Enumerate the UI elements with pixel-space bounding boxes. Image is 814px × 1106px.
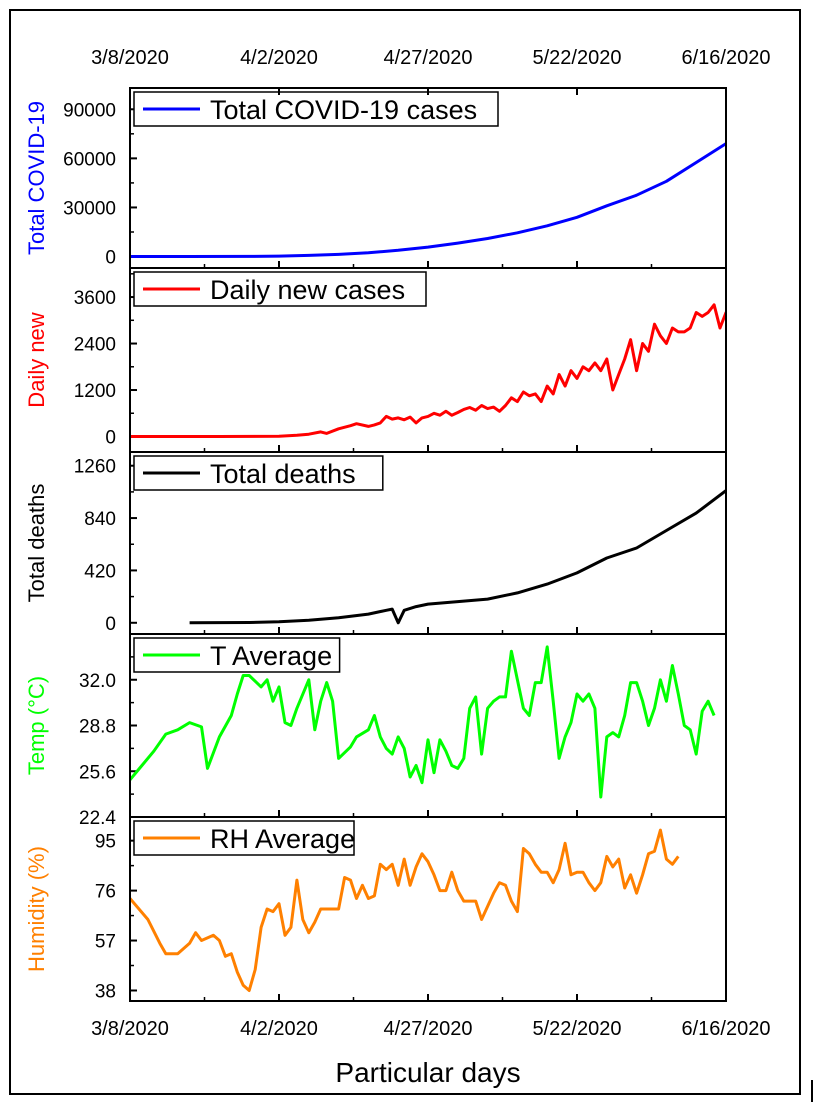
y-tick-label: 0 bbox=[105, 614, 116, 635]
x-top-tick-label: 4/27/2020 bbox=[384, 47, 473, 69]
x-tick-label: 6/16/2020 bbox=[682, 1018, 771, 1040]
x-axis-label: Particular days bbox=[335, 1057, 520, 1088]
y-tick-label: 0 bbox=[105, 248, 116, 269]
y-tick-label: 22.4 bbox=[79, 808, 116, 829]
legend-total-cases: Total COVID-19 cases bbox=[133, 91, 499, 127]
legend-humidity: RH Average bbox=[133, 820, 355, 856]
y-tick-label: 57 bbox=[95, 932, 116, 953]
y-tick-label: 1260 bbox=[74, 457, 116, 478]
legend-box bbox=[133, 91, 499, 127]
legend-box bbox=[133, 271, 427, 307]
y-tick-label: 32.0 bbox=[79, 671, 116, 692]
series-line-total-cases bbox=[130, 141, 726, 258]
x-top-tick-label: 4/2/2020 bbox=[240, 47, 318, 69]
y-tick-label: 2400 bbox=[74, 335, 116, 356]
y-tick-label: 95 bbox=[95, 832, 116, 853]
y-tick-label: 25.6 bbox=[79, 762, 116, 783]
y-tick-label: 840 bbox=[84, 509, 116, 530]
legend-total-deaths: Total deaths bbox=[133, 455, 384, 491]
x-tick-label: 4/27/2020 bbox=[384, 1018, 473, 1040]
legend-label: Daily new cases bbox=[210, 275, 405, 305]
x-top-tick-label: 5/22/2020 bbox=[533, 47, 622, 69]
x-tick-label: 3/8/2020 bbox=[91, 1018, 169, 1040]
panel-border bbox=[129, 816, 727, 1002]
panel-temp: 22.4 25.6 28.8 32.0 T Average Temp (°C) bbox=[24, 637, 727, 829]
series-line-total-deaths bbox=[189, 488, 726, 625]
x-top-tick-label: 3/8/2020 bbox=[91, 47, 169, 69]
legend-box bbox=[133, 820, 355, 856]
y-tick-label: 60000 bbox=[63, 149, 116, 170]
panel-total-cases: 0 30000 60000 90000 Total COVID-19 cases Tota… bbox=[24, 91, 727, 269]
legend-label: Total COVID-19 cases bbox=[210, 95, 477, 125]
legend-daily-new: Daily new cases bbox=[133, 271, 427, 307]
legend-label: RH Average bbox=[210, 824, 355, 854]
y-tick-label: 28.8 bbox=[79, 717, 116, 738]
x-tick-label: 5/22/2020 bbox=[533, 1018, 622, 1040]
y-axis-label: Total deaths bbox=[24, 484, 49, 603]
y-axis-label: Humidity (%) bbox=[24, 846, 49, 972]
series-line-temp bbox=[130, 645, 716, 799]
legend-label: T Average bbox=[210, 641, 332, 671]
series-line-humidity bbox=[130, 828, 680, 992]
y-axis-label: Temp (°C) bbox=[24, 676, 49, 775]
y-tick-label: 90000 bbox=[63, 100, 116, 121]
panel-daily-new: 0 1200 2400 3600 Daily new cases Daily new bbox=[24, 271, 727, 452]
legend-temp: T Average bbox=[133, 637, 341, 673]
series-line-daily-new bbox=[130, 303, 726, 438]
legend-label: Total deaths bbox=[210, 459, 356, 489]
y-tick-label: 38 bbox=[95, 981, 116, 1002]
y-axis-label: Total COVID-19 bbox=[24, 101, 49, 255]
x-top-tick-label: 6/16/2020 bbox=[682, 47, 771, 69]
panel-total-deaths: 0 420 840 1260 Total deaths Total deaths bbox=[24, 455, 727, 635]
figure-frame bbox=[9, 9, 801, 1095]
y-tick-label: 0 bbox=[105, 428, 116, 449]
y-axis-label: Daily new bbox=[24, 312, 49, 407]
edge-mark bbox=[811, 1080, 813, 1102]
y-tick-label: 420 bbox=[84, 561, 116, 582]
y-tick-label: 1200 bbox=[74, 381, 116, 402]
x-tick-label: 4/2/2020 bbox=[240, 1018, 318, 1040]
y-tick-label: 76 bbox=[95, 882, 116, 903]
panel-humidity: 38 57 76 95 RH Average Humidity (%) bbox=[24, 820, 727, 1002]
y-tick-label: 30000 bbox=[63, 198, 116, 219]
y-tick-label: 3600 bbox=[74, 288, 116, 309]
